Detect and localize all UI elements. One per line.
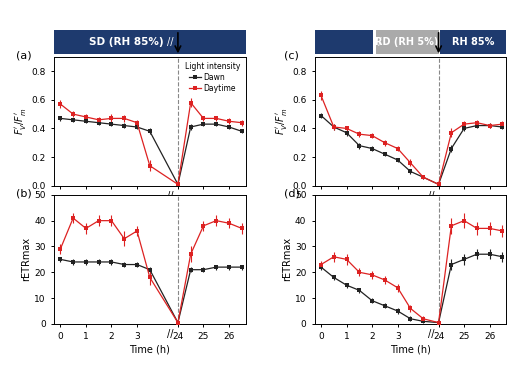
Text: //: // [375, 37, 382, 47]
X-axis label: Time (h): Time (h) [390, 344, 431, 354]
Text: (c): (c) [284, 50, 299, 60]
Text: (b): (b) [15, 188, 31, 198]
Bar [315, 30, 373, 54]
Text: RH 85%: RH 85% [452, 37, 494, 47]
Text: (d): (d) [284, 188, 300, 198]
Y-axis label: $F_V'/F_m'$: $F_V'/F_m'$ [13, 108, 28, 135]
Y-axis label: rETRmax: rETRmax [22, 237, 31, 281]
Text: SD (RH 85%): SD (RH 85%) [89, 37, 164, 47]
Text: //: // [428, 191, 434, 201]
Bar [376, 30, 438, 54]
Bar [440, 30, 506, 54]
Text: //: // [167, 329, 174, 339]
Text: //: // [428, 329, 434, 339]
Text: //: // [167, 191, 174, 201]
Text: //: // [167, 37, 174, 47]
Text: RD (RH 5%): RD (RH 5%) [375, 37, 439, 47]
Text: (a): (a) [15, 50, 31, 60]
X-axis label: Time (h): Time (h) [130, 344, 170, 354]
Legend: Dawn, Daytime: Dawn, Daytime [183, 60, 242, 94]
Y-axis label: $F_V'/F_m'$: $F_V'/F_m'$ [274, 108, 289, 135]
Y-axis label: rETRmax: rETRmax [282, 237, 292, 281]
